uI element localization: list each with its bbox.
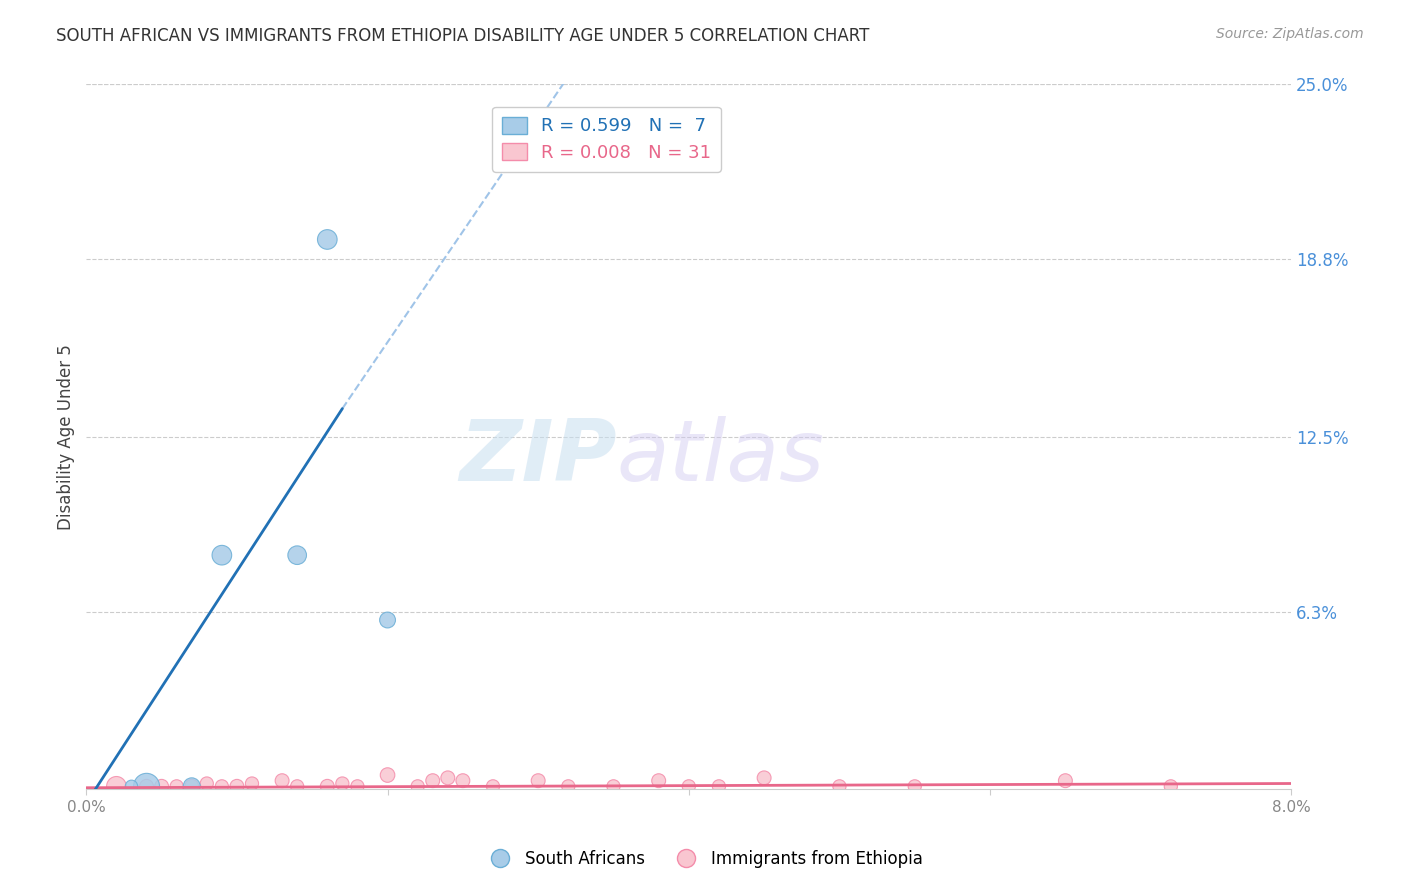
- Point: [240, 776, 263, 790]
- Point: [105, 780, 128, 794]
- Y-axis label: Disability Age Under 5: Disability Age Under 5: [58, 343, 75, 530]
- Point: [828, 780, 851, 794]
- Point: [377, 768, 399, 782]
- Point: [211, 780, 233, 794]
- Point: [707, 780, 730, 794]
- Point: [180, 780, 202, 794]
- Point: [226, 780, 249, 794]
- Legend: South Africans, Immigrants from Ethiopia: South Africans, Immigrants from Ethiopia: [477, 844, 929, 875]
- Point: [285, 780, 308, 794]
- Point: [135, 780, 157, 794]
- Point: [195, 776, 218, 790]
- Point: [180, 780, 202, 794]
- Point: [678, 780, 700, 794]
- Point: [422, 773, 444, 788]
- Point: [482, 780, 505, 794]
- Point: [285, 548, 308, 562]
- Point: [557, 780, 579, 794]
- Point: [316, 232, 339, 246]
- Point: [451, 773, 474, 788]
- Point: [1054, 773, 1077, 788]
- Point: [150, 780, 173, 794]
- Point: [602, 780, 624, 794]
- Point: [377, 613, 399, 627]
- Point: [1160, 780, 1182, 794]
- Point: [527, 773, 550, 788]
- Text: Source: ZipAtlas.com: Source: ZipAtlas.com: [1216, 27, 1364, 41]
- Point: [904, 780, 927, 794]
- Point: [752, 771, 775, 785]
- Text: SOUTH AFRICAN VS IMMIGRANTS FROM ETHIOPIA DISABILITY AGE UNDER 5 CORRELATION CHA: SOUTH AFRICAN VS IMMIGRANTS FROM ETHIOPI…: [56, 27, 870, 45]
- Legend: R = 0.599   N =  7, R = 0.008   N = 31: R = 0.599 N = 7, R = 0.008 N = 31: [492, 107, 721, 171]
- Point: [647, 773, 669, 788]
- Point: [346, 780, 368, 794]
- Point: [332, 776, 354, 790]
- Point: [271, 773, 294, 788]
- Text: atlas: atlas: [616, 417, 824, 500]
- Point: [166, 780, 188, 794]
- Point: [316, 780, 339, 794]
- Text: ZIP: ZIP: [458, 417, 616, 500]
- Point: [211, 548, 233, 562]
- Point: [406, 780, 429, 794]
- Point: [436, 771, 458, 785]
- Point: [121, 780, 143, 794]
- Point: [135, 780, 157, 794]
